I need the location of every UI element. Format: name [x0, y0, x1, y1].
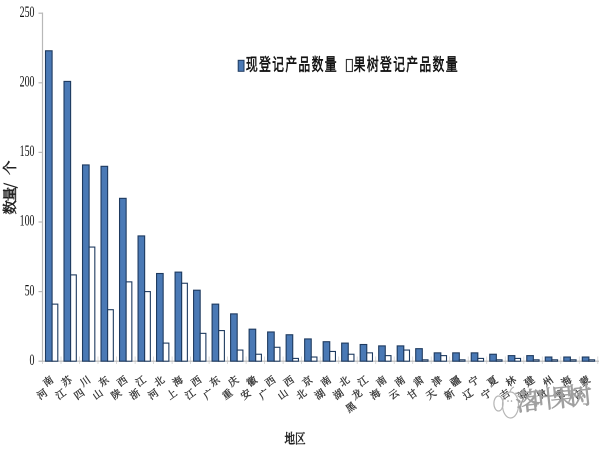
svg-text:150: 150 [20, 142, 35, 160]
svg-text:250: 250 [20, 2, 35, 20]
svg-text:50: 50 [25, 281, 35, 299]
svg-text:100: 100 [20, 211, 35, 229]
svg-text:200: 200 [20, 72, 35, 90]
svg-text:0: 0 [30, 350, 35, 368]
